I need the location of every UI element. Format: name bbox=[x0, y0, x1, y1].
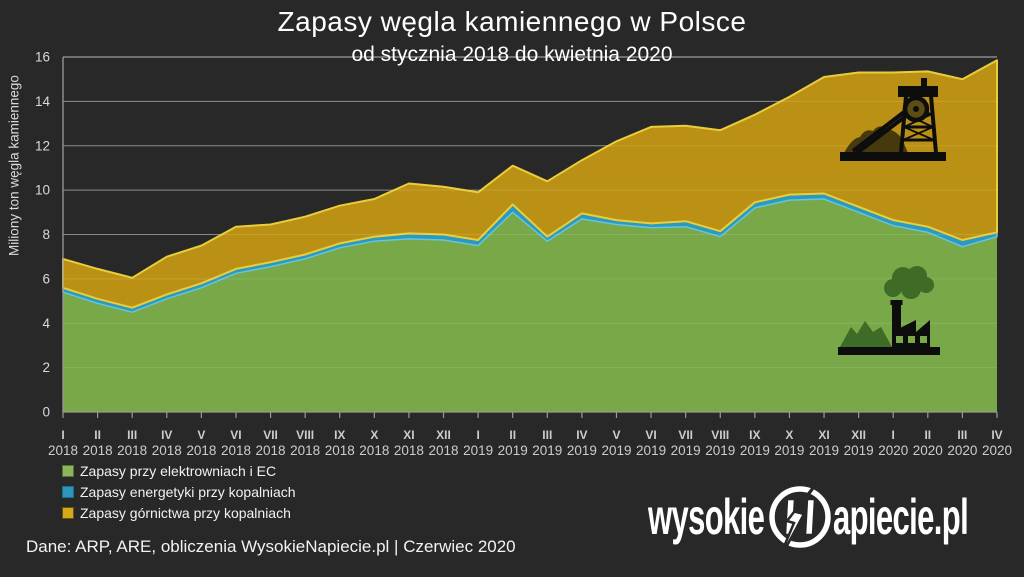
legend-swatch-gold bbox=[62, 506, 74, 519]
svg-text:8: 8 bbox=[42, 227, 50, 242]
svg-text:II: II bbox=[509, 428, 516, 442]
legend-label: Zapasy przy elektrowniach i EC bbox=[80, 462, 277, 479]
logo-text-left: wysokie bbox=[648, 489, 765, 545]
svg-text:I: I bbox=[476, 428, 479, 442]
svg-text:2019: 2019 bbox=[740, 443, 770, 458]
svg-text:IV: IV bbox=[991, 428, 1002, 442]
svg-text:16: 16 bbox=[35, 50, 50, 65]
area-series bbox=[62, 59, 998, 412]
svg-text:2019: 2019 bbox=[671, 443, 701, 458]
svg-text:2019: 2019 bbox=[774, 443, 804, 458]
svg-text:VI: VI bbox=[230, 428, 241, 442]
svg-text:14: 14 bbox=[35, 94, 51, 109]
svg-text:2020: 2020 bbox=[913, 443, 943, 458]
svg-text:2018: 2018 bbox=[325, 443, 355, 458]
svg-text:6: 6 bbox=[42, 271, 50, 286]
area-0 bbox=[63, 199, 997, 412]
legend-swatch-green bbox=[62, 464, 74, 477]
svg-text:II: II bbox=[924, 428, 931, 442]
y-tick-labels: 0 2 4 6 8 10 12 14 16 bbox=[35, 50, 51, 420]
svg-text:4: 4 bbox=[42, 316, 50, 331]
power-plant-icon bbox=[838, 266, 940, 355]
svg-text:2: 2 bbox=[42, 360, 50, 375]
svg-text:2018: 2018 bbox=[428, 443, 458, 458]
source-caption: Dane: ARP, ARE, obliczenia WysokieNapiec… bbox=[26, 537, 516, 556]
svg-text:IX: IX bbox=[334, 428, 345, 442]
svg-text:2018: 2018 bbox=[152, 443, 182, 458]
svg-text:2020: 2020 bbox=[982, 443, 1012, 458]
legend-label: Zapasy energetyki przy kopalniach bbox=[80, 483, 296, 500]
svg-text:V: V bbox=[197, 428, 205, 442]
svg-text:I: I bbox=[61, 428, 64, 442]
svg-text:2018: 2018 bbox=[221, 443, 251, 458]
lightning-n-logo-icon bbox=[769, 471, 831, 569]
svg-text:2018: 2018 bbox=[83, 443, 113, 458]
svg-text:IV: IV bbox=[576, 428, 587, 442]
legend-item-elektrownie: Zapasy przy elektrowniach i EC bbox=[62, 460, 296, 481]
svg-text:2020: 2020 bbox=[878, 443, 908, 458]
svg-text:0: 0 bbox=[42, 405, 50, 420]
svg-text:XII: XII bbox=[851, 428, 866, 442]
chart-title: Zapasy węgla kamiennego w Polsce bbox=[277, 6, 747, 37]
svg-text:IX: IX bbox=[749, 428, 760, 442]
svg-text:VII: VII bbox=[678, 428, 693, 442]
area-2 bbox=[62, 59, 998, 309]
svg-text:2018: 2018 bbox=[359, 443, 389, 458]
x-tick-labels: I2018II2018III2018IV2018V2018VI2018VII20… bbox=[48, 412, 1012, 458]
svg-text:2019: 2019 bbox=[705, 443, 735, 458]
svg-text:10: 10 bbox=[35, 183, 50, 198]
svg-text:VII: VII bbox=[263, 428, 278, 442]
mine-headframe-icon bbox=[840, 78, 946, 161]
svg-text:XII: XII bbox=[436, 428, 451, 442]
y-axis-label: Miliony ton węgla kamiennego bbox=[6, 75, 22, 256]
legend-item-energetyka: Zapasy energetyki przy kopalniach bbox=[62, 481, 296, 502]
svg-text:2019: 2019 bbox=[844, 443, 874, 458]
legend-item-gornictwo: Zapasy górnictwa przy kopalniach bbox=[62, 502, 296, 523]
svg-text:2019: 2019 bbox=[498, 443, 528, 458]
svg-text:XI: XI bbox=[403, 428, 414, 442]
svg-text:2020: 2020 bbox=[947, 443, 977, 458]
svg-text:2019: 2019 bbox=[567, 443, 597, 458]
svg-text:2018: 2018 bbox=[256, 443, 286, 458]
svg-text:VI: VI bbox=[645, 428, 656, 442]
svg-text:XI: XI bbox=[818, 428, 829, 442]
svg-text:2018: 2018 bbox=[48, 443, 78, 458]
svg-text:III: III bbox=[127, 428, 137, 442]
svg-text:VIII: VIII bbox=[296, 428, 314, 442]
legend-label: Zapasy górnictwa przy kopalniach bbox=[80, 504, 291, 521]
svg-text:III: III bbox=[542, 428, 552, 442]
axes bbox=[62, 56, 997, 413]
svg-text:2019: 2019 bbox=[809, 443, 839, 458]
svg-text:2019: 2019 bbox=[532, 443, 562, 458]
svg-text:2018: 2018 bbox=[186, 443, 216, 458]
legend: Zapasy przy elektrowniach i EC Zapasy en… bbox=[62, 460, 296, 523]
svg-text:X: X bbox=[785, 428, 793, 442]
svg-text:III: III bbox=[957, 428, 967, 442]
svg-text:2019: 2019 bbox=[463, 443, 493, 458]
svg-text:2018: 2018 bbox=[290, 443, 320, 458]
svg-text:2019: 2019 bbox=[601, 443, 631, 458]
legend-swatch-blue bbox=[62, 485, 74, 498]
svg-text:X: X bbox=[370, 428, 378, 442]
svg-text:12: 12 bbox=[35, 138, 50, 153]
svg-text:2018: 2018 bbox=[117, 443, 147, 458]
logo-text-right: apiecie.pl bbox=[833, 489, 969, 545]
svg-text:I: I bbox=[892, 428, 895, 442]
svg-text:IV: IV bbox=[161, 428, 172, 442]
svg-text:II: II bbox=[94, 428, 101, 442]
chart-subtitle: od stycznia 2018 do kwietnia 2020 bbox=[351, 43, 673, 66]
svg-text:2019: 2019 bbox=[636, 443, 666, 458]
svg-text:2018: 2018 bbox=[394, 443, 424, 458]
svg-text:V: V bbox=[612, 428, 620, 442]
svg-text:VIII: VIII bbox=[711, 428, 729, 442]
